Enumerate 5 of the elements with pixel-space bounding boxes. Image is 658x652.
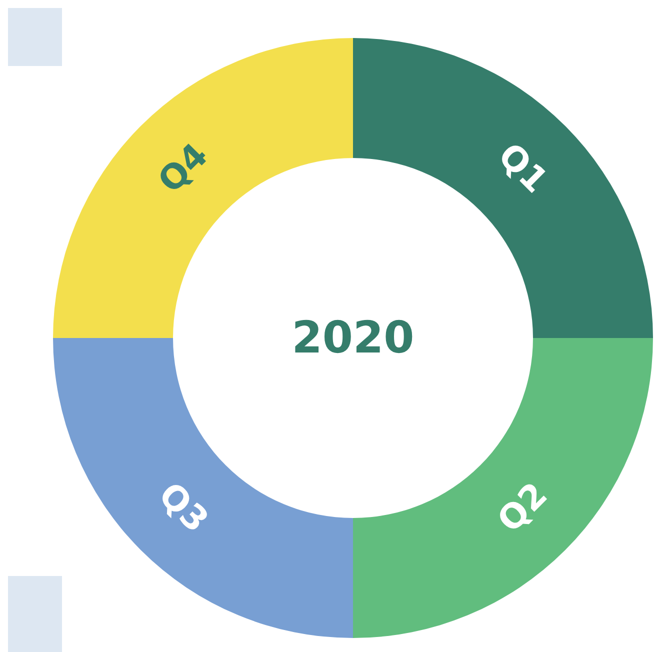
slice-label: Q1 (490, 136, 556, 202)
slice-label: Q4 (150, 136, 216, 202)
slice-label: Q3 (150, 474, 216, 540)
text: 2020 (292, 312, 414, 364)
slice-label: Q2 (490, 474, 556, 540)
